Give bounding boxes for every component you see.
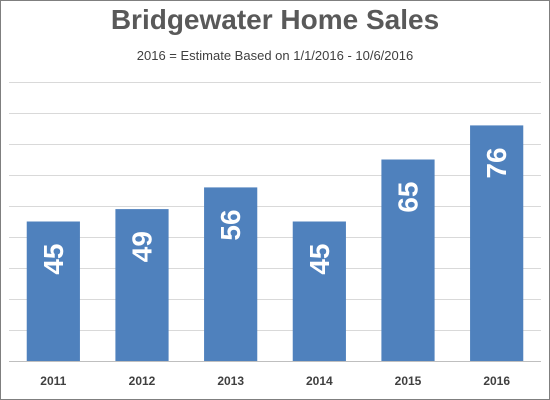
x-tick-labels: 2011 2012 2013 2014 2015 2016 xyxy=(40,374,510,388)
data-label-2014: 45 xyxy=(304,244,335,275)
x-tick-label-2016: 2016 xyxy=(483,374,510,388)
data-label-2013: 56 xyxy=(215,209,246,240)
x-tick-label-2013: 2013 xyxy=(217,374,244,388)
data-labels: 45 49 56 45 65 76 xyxy=(38,147,512,274)
x-tick-label-2012: 2012 xyxy=(129,374,156,388)
x-tick-label-2015: 2015 xyxy=(395,374,422,388)
data-label-2016: 76 xyxy=(481,147,512,178)
bars xyxy=(26,125,524,362)
data-label-2015: 65 xyxy=(393,182,424,213)
data-label-2012: 49 xyxy=(127,231,158,262)
x-tick-label-2014: 2014 xyxy=(306,374,333,388)
bar-2012 xyxy=(115,209,169,361)
bar-2015 xyxy=(381,159,435,361)
bar-2011 xyxy=(26,221,80,361)
chart-title: Bridgewater Home Sales xyxy=(110,4,440,35)
chart-subtitle: 2016 = Estimate Based on 1/1/2016 - 10/6… xyxy=(136,48,414,63)
x-tick-label-2011: 2011 xyxy=(40,374,66,388)
bar-2016 xyxy=(470,125,524,362)
gridlines xyxy=(9,82,541,331)
bar-2013 xyxy=(204,187,258,361)
bar-2014 xyxy=(292,221,346,361)
data-label-2011: 45 xyxy=(38,244,69,275)
